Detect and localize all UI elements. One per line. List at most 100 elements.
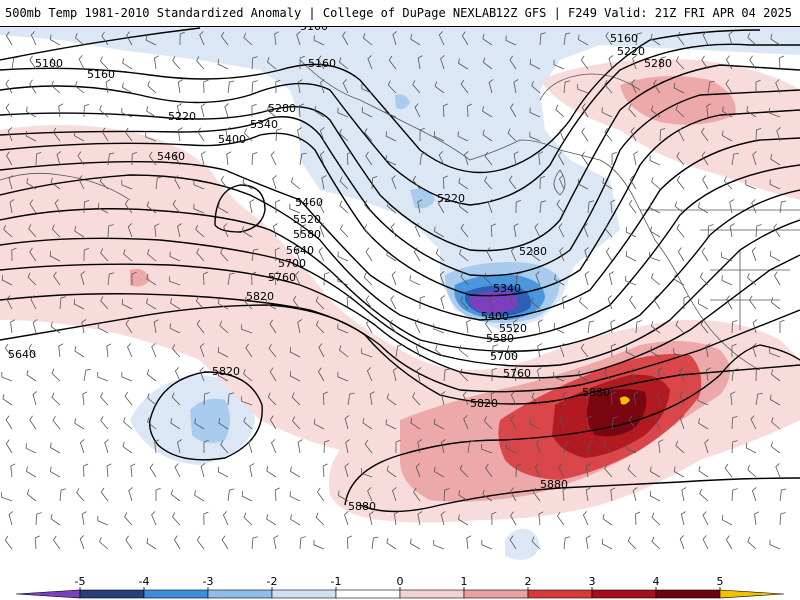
wind-barb [555,104,565,118]
wind-barb [74,345,85,358]
wind-barb [200,103,206,118]
colorbar-tick-label: 5 [717,575,724,588]
wind-barb [581,151,589,166]
wind-barb [463,415,469,430]
wind-barb [676,224,685,238]
wind-barb [602,178,613,190]
wind-barb [365,295,373,310]
wind-barb [443,368,451,382]
wind-barb [155,176,163,190]
wind-barb [755,224,762,238]
wind-barb [539,175,546,190]
wind-barb [220,440,229,454]
contour-line [0,29,761,174]
wind-barb [49,466,61,478]
wind-barb [395,439,401,453]
wind-barb [487,199,493,214]
wind-barb [482,106,493,118]
wind-barb [8,511,14,526]
wind-barb [9,199,15,214]
wind-barb [319,151,325,166]
wind-barb [531,80,541,94]
wind-barb [243,296,253,310]
wind-barb [172,344,181,358]
wind-barb [387,80,397,94]
wind-barb [147,249,157,262]
wind-barb [273,271,279,286]
wind-barb [482,489,493,502]
wind-barb [773,223,781,238]
wind-barb [128,487,133,502]
wind-barb [602,513,613,526]
contour-line [344,344,800,506]
wind-barb [482,129,493,142]
wind-barb [698,418,709,430]
wind-barb [337,276,349,286]
contour-line [148,371,263,461]
wind-barb [251,248,259,262]
wind-barb [702,175,709,190]
wind-barb [413,247,421,262]
colorbar-swatch [591,589,657,599]
wind-barb [74,418,85,430]
wind-barb [650,226,661,238]
wind-barb [530,249,541,262]
wind-barb [367,55,373,70]
wind-barb [650,105,661,118]
wind-barb [584,271,590,286]
wind-barb [154,439,160,454]
wind-barb [582,511,589,526]
wind-barb [339,128,349,142]
wind-barb [651,512,661,526]
colorbar-tick-label: 1 [461,575,468,588]
colorbar-swatch [463,589,529,599]
contour-labels: 5100 5100 5160 5160 5160 5220 5220 5220 … [8,27,672,513]
wind-barb [731,343,737,358]
wind-barb [563,32,571,46]
wind-barb [146,106,157,118]
wind-barb [651,273,661,286]
colorbar-tick-label: -3 [203,575,214,588]
wind-barb [29,247,37,262]
wind-barb [80,271,86,286]
valid-time-title: 12Z GFS | F249 Valid: 21Z FRI APR 04 202… [495,6,792,20]
wind-barb [775,79,781,94]
wind-barb [414,319,421,334]
wind-barb [559,415,565,430]
wind-barb [731,488,738,502]
wind-barb [76,488,85,502]
wind-barb [52,416,61,430]
wind-barb [5,31,13,46]
wind-barb [779,512,786,526]
wind-barb [83,103,90,118]
wind-barb [587,200,595,214]
wind-barb [625,443,637,454]
wind-barb [318,247,325,262]
colorbar-tick-label: -2 [267,575,278,588]
map-header: 500mb Temp 1981-2010 Standardized Anomal… [0,0,800,27]
wind-barb [125,535,133,550]
wind-barb [56,151,62,166]
wind-barb [747,272,757,286]
wind-barb [29,199,37,214]
wind-barb [8,175,14,190]
wind-barb [30,295,37,310]
wind-barb [266,466,277,478]
wind-barb [698,202,709,214]
wind-barb [371,536,379,550]
wind-barb [625,226,637,238]
wind-barb [35,512,42,526]
wind-barb [313,35,325,46]
wind-barb [386,393,397,406]
wind-barb [170,489,181,502]
wind-barb [314,105,325,118]
wind-barb [466,535,472,550]
wind-barb [632,55,637,70]
wind-barb [298,103,305,118]
colorbar-swatches [15,587,785,599]
wind-barb [627,464,637,478]
contour-label: 5580 [486,332,514,345]
wind-barb [315,320,325,334]
contour-label: 5520 [293,213,321,226]
wind-barb [100,487,109,502]
